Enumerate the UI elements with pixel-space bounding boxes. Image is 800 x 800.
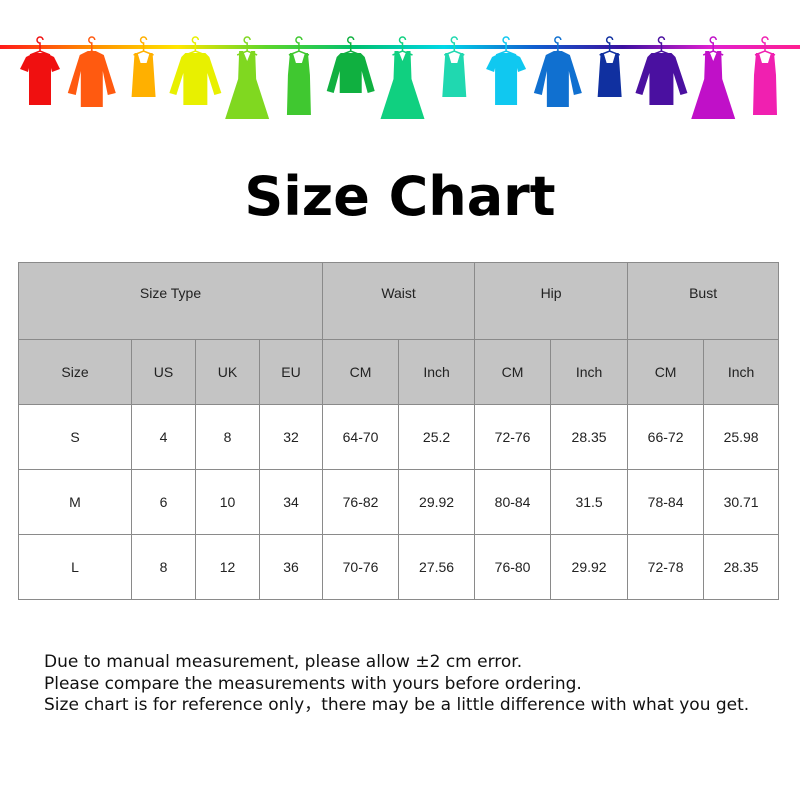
sub-header-cell: Inch — [550, 339, 629, 405]
table-cell: 64-70 — [322, 404, 400, 470]
table-cell: 34 — [258, 469, 324, 535]
table-cell: 28.35 — [703, 534, 780, 600]
table-cell: 72-76 — [474, 404, 552, 470]
clothing-sweater-icon — [326, 36, 375, 93]
table-cell: 80-84 — [474, 469, 552, 535]
clothes-rack-banner — [0, 36, 800, 119]
clothing-shirt-icon — [67, 36, 116, 107]
clothing-dress-icon — [380, 36, 425, 119]
notes: Due to manual measurement, please allow … — [44, 652, 749, 717]
sub-header-cell: CM — [474, 339, 552, 405]
table-row: L 8 12 36 70-76 27.56 76-80 29.92 72-78 28.35 — [18, 534, 780, 600]
sub-header-cell: UK — [195, 339, 260, 405]
table-cell: 78-84 — [627, 469, 705, 535]
table-cell: 27.56 — [398, 534, 476, 600]
table-cell: 72-78 — [627, 534, 705, 600]
table-cell: 66-72 — [627, 404, 705, 470]
table-cell: 28.35 — [550, 404, 629, 470]
table-cell: 36 — [258, 534, 324, 600]
header-bust: Bust — [627, 262, 780, 340]
clothing-cardigan-icon — [169, 36, 222, 105]
note-line: Size chart is for reference only，there m… — [44, 695, 750, 715]
table-cell: L — [18, 534, 132, 600]
sub-header-cell: EU — [258, 339, 324, 405]
table-row: S 4 8 32 64-70 25.2 72-76 28.35 66-72 25.98 — [18, 404, 780, 470]
sub-header-cell: US — [131, 339, 196, 405]
clothing-tank-icon — [131, 36, 156, 97]
table-cell: M — [18, 469, 132, 535]
header-waist: Waist — [322, 262, 476, 340]
sub-header-cell: CM — [322, 339, 400, 405]
sub-header-cell: Size — [18, 339, 132, 405]
clothing-shirt-icon — [533, 36, 582, 107]
table-cell: 29.92 — [550, 534, 629, 600]
header-size-type: Size Type — [17, 262, 324, 340]
table-cell: 12 — [195, 534, 260, 600]
table-cell: 25.2 — [398, 404, 476, 470]
clothing-cardigan-icon — [635, 36, 688, 105]
clothing-tank-dress-icon — [286, 36, 311, 115]
header-hip: Hip — [474, 262, 629, 340]
table-cell: 30.71 — [703, 469, 780, 535]
note-line: Due to manual measurement, please allow … — [44, 652, 523, 672]
sub-header-row: Size US UK EU CM Inch CM Inch CM Inch — [18, 339, 780, 405]
sub-header-cell: Inch — [398, 339, 476, 405]
table-cell: 70-76 — [322, 534, 400, 600]
table-cell: 25.98 — [703, 404, 780, 470]
clothing-dress-icon — [225, 36, 270, 119]
table-cell: 10 — [195, 469, 260, 535]
clothing-tshirt-icon — [486, 36, 527, 105]
clothing-tank-icon — [597, 36, 622, 97]
note-line: Please compare the measurements with you… — [44, 673, 582, 694]
table-cell: 31.5 — [550, 469, 629, 535]
clothing-dress-icon — [691, 36, 736, 119]
sub-header-cell: CM — [627, 339, 705, 405]
table-cell: 29.92 — [398, 469, 476, 535]
table-cell: 76-80 — [474, 534, 552, 600]
sub-header-cell: Inch — [703, 339, 780, 405]
group-header-row: Size Type Waist Hip Bust — [17, 262, 780, 340]
table-cell: 8 — [195, 404, 260, 470]
table-cell: 4 — [131, 404, 196, 470]
clothing-tank-dress-icon — [753, 36, 777, 115]
table-cell: 76-82 — [322, 469, 400, 535]
table-cell: S — [18, 404, 132, 470]
clothing-tank-icon — [442, 36, 467, 97]
clothing-tshirt-icon — [20, 36, 60, 105]
page-title: Size Chart — [244, 165, 556, 228]
size-chart-table: Size Type Waist Hip Bust Size US UK EU CM Inc… — [17, 262, 780, 600]
table-cell: 8 — [131, 534, 196, 600]
table-cell: 6 — [131, 469, 196, 535]
table-row: M 6 10 34 76-82 29.92 80-84 31.5 78-84 30.71 — [18, 469, 780, 535]
table-cell: 32 — [258, 404, 324, 470]
clothes-rail — [0, 45, 800, 49]
